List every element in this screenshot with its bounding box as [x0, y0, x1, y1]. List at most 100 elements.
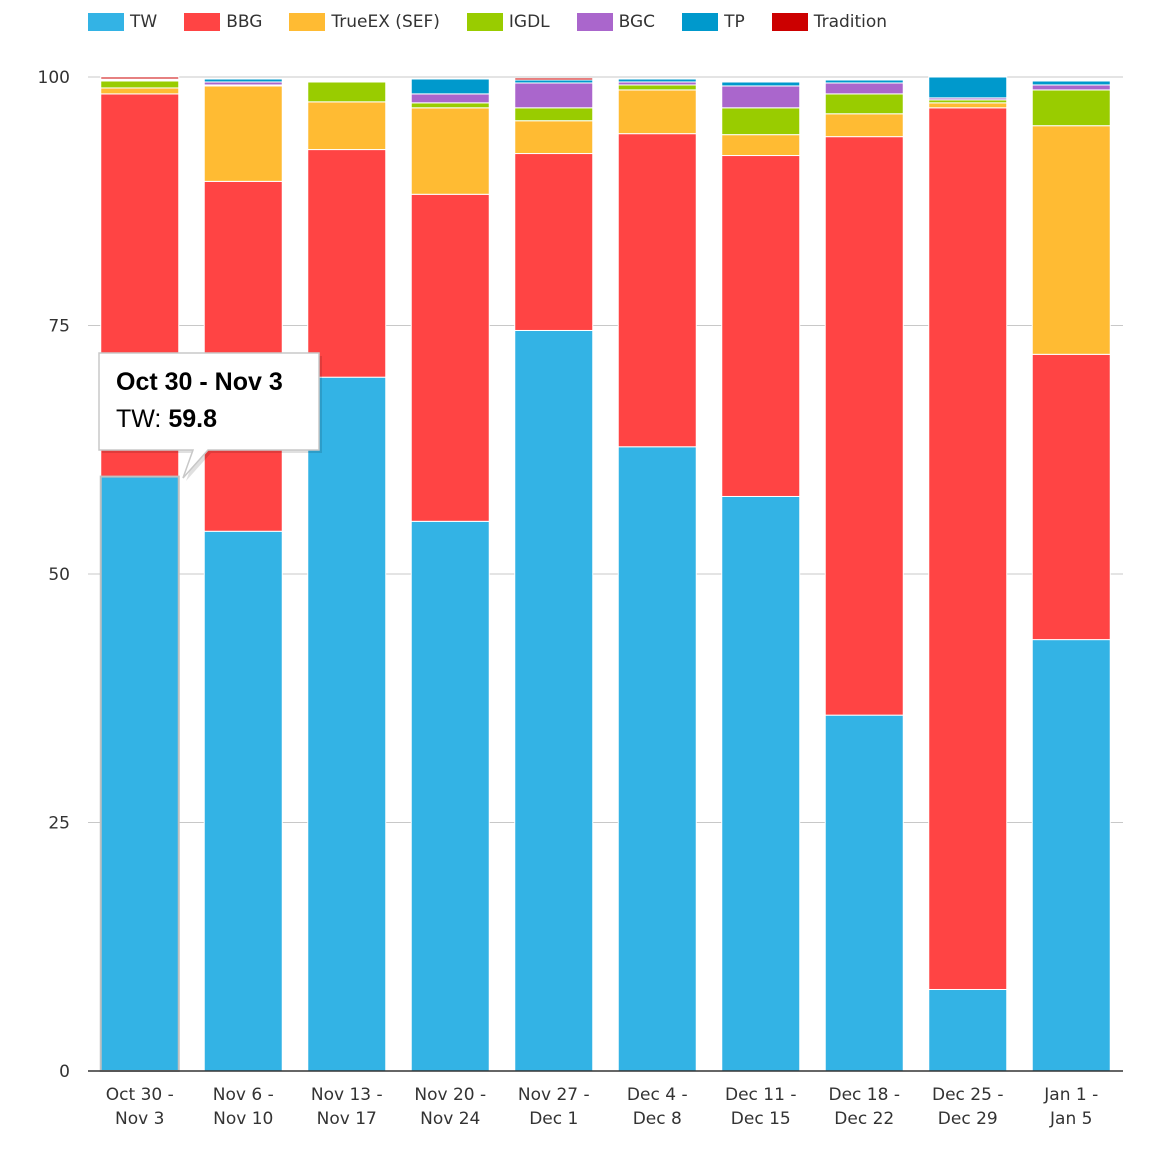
- legend-item[interactable]: TrueEX (SEF): [289, 12, 440, 32]
- bar-segment[interactable]: [410, 520, 490, 1072]
- legend: TW BBG TrueEX (SEF) IGDL BGC TP Tradition: [88, 9, 914, 35]
- bar-segment[interactable]: [514, 82, 594, 109]
- bar-segment[interactable]: [928, 107, 1008, 990]
- y-tick-label: 0: [59, 1062, 70, 1082]
- x-tick-label: Oct 30 -Nov 3: [106, 1085, 174, 1129]
- bar-segment[interactable]: [307, 376, 387, 1072]
- bar-segment[interactable]: [307, 101, 387, 151]
- bar-segment[interactable]: [1031, 639, 1111, 1072]
- legend-swatch: [576, 13, 613, 31]
- bar-stack[interactable]: [203, 77, 283, 1072]
- bar-segment[interactable]: [1031, 353, 1111, 641]
- bar-segment[interactable]: [928, 102, 1008, 109]
- legend-label: TrueEX (SEF): [331, 12, 440, 32]
- legend-swatch: [771, 13, 808, 31]
- bar-segment[interactable]: [721, 80, 801, 83]
- bar-segment[interactable]: [721, 107, 801, 136]
- bar-segment[interactable]: [824, 78, 904, 81]
- bar-segment[interactable]: [1031, 89, 1111, 127]
- bar-segment[interactable]: [307, 78, 387, 81]
- y-tick-label: 75: [48, 317, 70, 337]
- bar-segment[interactable]: [617, 77, 697, 80]
- bar-segment[interactable]: [928, 76, 1008, 99]
- bar-segment[interactable]: [928, 988, 1008, 1072]
- bar-segment[interactable]: [203, 530, 283, 1072]
- x-tick-label: Dec 18 -Dec 22: [829, 1085, 900, 1129]
- bar-segment[interactable]: [410, 107, 490, 195]
- y-tick-label: 100: [38, 68, 70, 88]
- bar-stack[interactable]: [617, 77, 697, 1072]
- bar-segment[interactable]: [307, 149, 387, 378]
- bar-segment[interactable]: [721, 155, 801, 497]
- bar-segment[interactable]: [100, 80, 180, 89]
- x-tick-label: Nov 6 -Nov 10: [213, 1085, 274, 1129]
- bar-segment[interactable]: [617, 446, 697, 1072]
- bar-stack[interactable]: [928, 76, 1008, 1072]
- bar-segment[interactable]: [721, 85, 801, 109]
- legend-label: IGDL: [508, 12, 550, 32]
- bar-stack[interactable]: [824, 78, 904, 1072]
- legend-label: Tradition: [813, 12, 888, 32]
- bar-segment[interactable]: [824, 714, 904, 1072]
- bar-segment[interactable]: [410, 93, 490, 104]
- x-tick-label: Nov 13 -Nov 17: [311, 1085, 383, 1129]
- tooltip-value: 59.8: [168, 405, 217, 433]
- bar-segment[interactable]: [514, 120, 594, 155]
- legend-label: BBG: [226, 12, 263, 32]
- bar-segment[interactable]: [1031, 125, 1111, 355]
- legend-item[interactable]: TW: [88, 12, 157, 32]
- legend-swatch: [184, 13, 221, 31]
- legend-item[interactable]: Tradition: [771, 12, 888, 32]
- x-tick-label: Dec 25 -Dec 29: [932, 1085, 1003, 1129]
- bar-segment[interactable]: [824, 82, 904, 95]
- tooltip-series-line: TW: 59.8: [116, 405, 217, 434]
- bar-segment[interactable]: [203, 85, 283, 182]
- bar-segment[interactable]: [410, 77, 490, 80]
- bar-segment[interactable]: [824, 93, 904, 115]
- legend-item[interactable]: TP: [682, 12, 745, 32]
- legend-item[interactable]: BGC: [576, 12, 656, 32]
- legend-swatch: [466, 13, 503, 31]
- bar-segment[interactable]: [617, 84, 697, 91]
- bar-stack[interactable]: [1031, 79, 1111, 1072]
- bar-segment[interactable]: [721, 495, 801, 1072]
- bar-stack[interactable]: [721, 80, 801, 1072]
- legend-item[interactable]: BBG: [184, 12, 262, 32]
- tooltip: Oct 30 - Nov 3 TW: 59.8: [98, 352, 322, 481]
- bar-segment[interactable]: [514, 153, 594, 331]
- y-tick-label: 50: [48, 565, 70, 585]
- bar-segment[interactable]: [410, 78, 490, 95]
- bar-segment[interactable]: [824, 136, 904, 716]
- legend-item[interactable]: IGDL: [466, 12, 550, 32]
- legend-swatch: [682, 13, 719, 31]
- legend-label: TP: [724, 12, 745, 32]
- bar-segment[interactable]: [617, 89, 697, 135]
- bar-segment[interactable]: [100, 76, 180, 80]
- bar-segment[interactable]: [721, 134, 801, 157]
- bar-segment[interactable]: [721, 81, 801, 87]
- bar-stack[interactable]: [307, 78, 387, 1072]
- x-tick-label: Dec 11 -Dec 15: [725, 1085, 796, 1129]
- bar-segment[interactable]: [514, 77, 594, 81]
- bar-segment[interactable]: [514, 329, 594, 1072]
- bar-segment[interactable]: [410, 102, 490, 109]
- bar-segment[interactable]: [1031, 84, 1111, 91]
- bar-stack[interactable]: [514, 77, 594, 1072]
- x-tick-label: Dec 4 -Dec 8: [627, 1085, 688, 1129]
- x-tick-label: Jan 1 -Jan 5: [1043, 1085, 1098, 1129]
- bar-segment[interactable]: [307, 81, 387, 103]
- bar-segment[interactable]: [514, 107, 594, 122]
- bar-segment[interactable]: [824, 113, 904, 138]
- bar-stack[interactable]: [410, 77, 490, 1072]
- bar-segment[interactable]: [203, 77, 283, 80]
- bar-segment[interactable]: [1031, 80, 1111, 86]
- bar-segment[interactable]: [410, 193, 490, 522]
- bar-segment[interactable]: [617, 133, 697, 448]
- bar-stack[interactable]: [100, 76, 180, 1072]
- legend-label: TW: [130, 12, 158, 32]
- bar-segment[interactable]: [1031, 79, 1111, 82]
- bar-segment[interactable]: [100, 87, 180, 95]
- legend-label: BGC: [618, 12, 656, 32]
- bar-segment[interactable]: [100, 476, 180, 1072]
